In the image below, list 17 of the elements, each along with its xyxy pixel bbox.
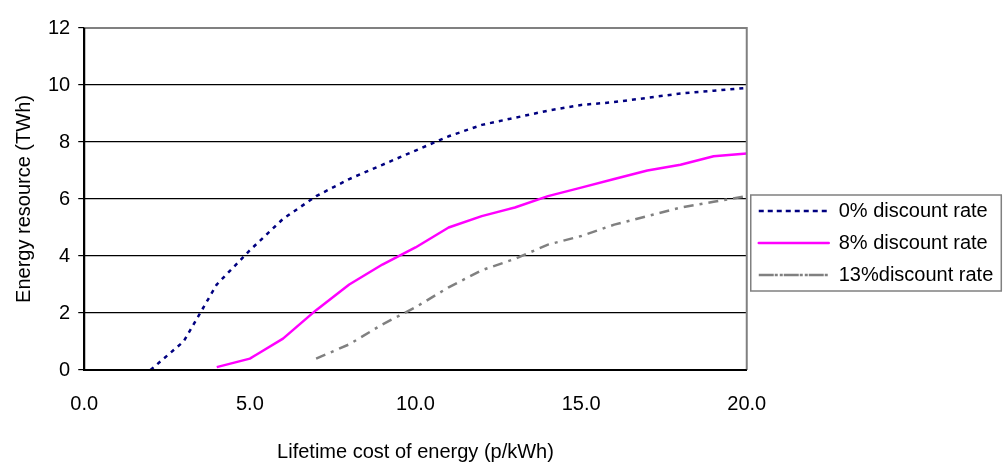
x-tick-label: 15.0 [561, 391, 601, 414]
y-tick-label: 6 [59, 186, 71, 209]
y-tick-label: 0 [59, 357, 71, 380]
y-tick-label: 12 [48, 15, 71, 38]
x-tick-label: 5.0 [235, 391, 264, 414]
x-tick-label: 0.0 [70, 391, 99, 414]
x-tick-label: 20.0 [727, 391, 767, 414]
y-tick-label: 10 [48, 72, 71, 95]
y-tick-label: 4 [59, 243, 71, 266]
y-axis-title: Energy resource (TWh) [11, 95, 34, 303]
legend-label: 8% discount rate [838, 230, 988, 253]
y-tick-label: 2 [59, 300, 71, 323]
x-axis-title: Lifetime cost of energy (p/kWh) [277, 439, 554, 462]
y-tick-label: 8 [59, 129, 71, 152]
x-tick-label: 10.0 [396, 391, 435, 414]
legend-label: 13%discount rate [838, 262, 994, 285]
legend-label: 0% discount rate [838, 198, 988, 221]
